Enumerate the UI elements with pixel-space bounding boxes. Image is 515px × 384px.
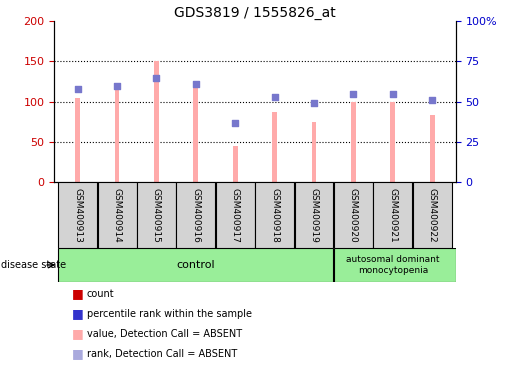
Bar	[75, 98, 80, 182]
Bar	[233, 146, 237, 182]
Text: percentile rank within the sample: percentile rank within the sample	[87, 309, 251, 319]
Bar	[373, 182, 412, 248]
Text: ■: ■	[72, 307, 84, 320]
Bar	[58, 248, 334, 281]
Text: GSM400922: GSM400922	[427, 188, 437, 242]
Text: GSM400918: GSM400918	[270, 188, 279, 242]
Point	[231, 120, 239, 126]
Point	[192, 81, 200, 87]
Bar	[390, 102, 395, 182]
Text: value, Detection Call = ABSENT: value, Detection Call = ABSENT	[87, 329, 242, 339]
Text: ■: ■	[72, 287, 84, 300]
Text: GSM400919: GSM400919	[310, 188, 318, 242]
Text: disease state: disease state	[1, 260, 66, 270]
Bar	[430, 116, 435, 182]
Bar	[272, 112, 277, 182]
Title: GDS3819 / 1555826_at: GDS3819 / 1555826_at	[174, 6, 336, 20]
Point	[428, 97, 436, 103]
Text: GSM400916: GSM400916	[192, 188, 200, 242]
Text: count: count	[87, 289, 114, 299]
Text: rank, Detection Call = ABSENT: rank, Detection Call = ABSENT	[87, 349, 237, 359]
Bar	[98, 182, 136, 248]
Bar	[351, 102, 356, 182]
Point	[310, 100, 318, 106]
Text: GSM400920: GSM400920	[349, 188, 358, 242]
Bar	[194, 82, 198, 182]
Bar	[216, 182, 255, 248]
Text: ■: ■	[72, 327, 84, 340]
Bar	[334, 248, 456, 281]
Text: GSM400917: GSM400917	[231, 188, 240, 242]
Text: control: control	[177, 260, 215, 270]
Point	[349, 91, 357, 97]
Bar	[58, 182, 97, 248]
Text: autosomal dominant
monocytopenia: autosomal dominant monocytopenia	[346, 255, 439, 275]
Bar	[413, 182, 452, 248]
Text: ■: ■	[72, 347, 84, 360]
Text: GSM400915: GSM400915	[152, 188, 161, 242]
Bar	[154, 61, 159, 182]
Text: GSM400914: GSM400914	[113, 188, 122, 242]
Bar	[115, 90, 119, 182]
Bar	[334, 182, 373, 248]
Bar	[255, 182, 294, 248]
Bar	[312, 122, 316, 182]
Point	[389, 91, 397, 97]
Text: GSM400921: GSM400921	[388, 188, 397, 242]
Text: GSM400913: GSM400913	[73, 188, 82, 242]
Point	[270, 94, 279, 100]
Bar	[137, 182, 176, 248]
Point	[113, 83, 121, 89]
Bar	[176, 182, 215, 248]
Bar	[295, 182, 334, 248]
Point	[152, 74, 161, 81]
Point	[74, 86, 82, 92]
